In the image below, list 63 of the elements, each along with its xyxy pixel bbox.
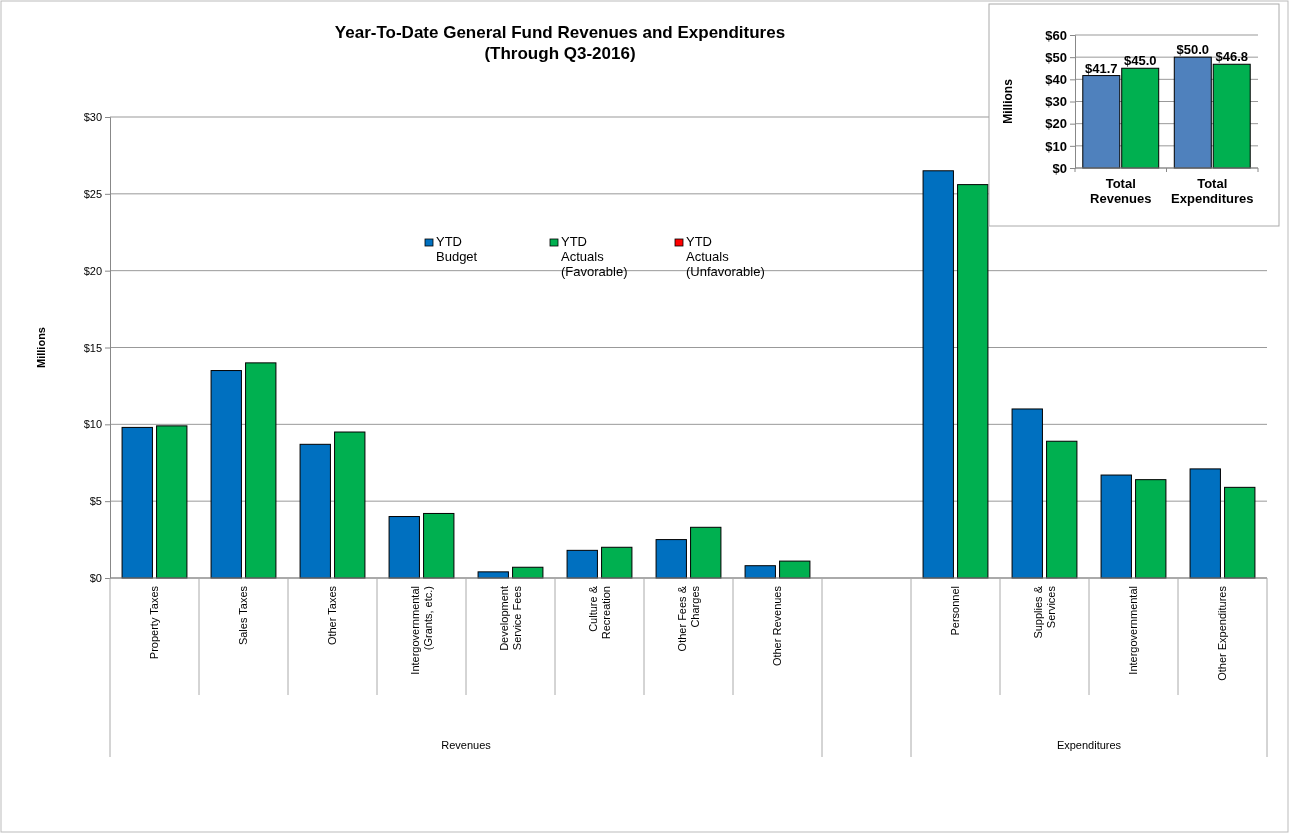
x-tick-label: Sales Taxes [237, 585, 250, 646]
bar [690, 526, 722, 579]
y-tick-label: $15 [83, 341, 102, 354]
x-tick-label: Intergovernmental [1127, 586, 1140, 675]
y-tick-label: $20 [1045, 116, 1067, 132]
bar [1135, 479, 1167, 579]
y-tick-label: $10 [83, 418, 102, 431]
chart-title: Year-To-Date General Fund Revenues and Expenditures [334, 23, 786, 42]
bar [566, 549, 598, 579]
bar [601, 546, 633, 579]
bar [655, 539, 687, 579]
legend-label: YTD Actuals (Unfavorable) [686, 234, 765, 279]
data-label: $50.0 [1176, 42, 1210, 58]
bar [156, 425, 188, 579]
y-tick-label: $40 [1045, 71, 1067, 87]
bar [299, 443, 331, 579]
x-tick-label: Supplies & Services [1032, 585, 1057, 639]
bar [922, 170, 954, 579]
data-label: $45.0 [1123, 53, 1157, 69]
bar [245, 362, 277, 579]
bar [210, 370, 242, 579]
bar [1189, 468, 1221, 579]
text: Expenditures [1056, 739, 1122, 751]
x-tick-label: Other Expenditures [1216, 585, 1229, 681]
bar [779, 560, 811, 579]
y-tick-label: $20 [83, 264, 102, 277]
x-tick-label: Property Taxes [148, 585, 161, 660]
bar [121, 426, 153, 579]
y-tick-label: $0 [1052, 160, 1067, 176]
x-tick-label: Culture & Recreation [587, 585, 612, 640]
bar [1011, 408, 1043, 579]
bar [1100, 474, 1132, 579]
y-tick-label: $30 [1045, 94, 1067, 110]
x-tick-label: Other Fees & Charges [676, 585, 701, 652]
x-tick-label: Development Service Fees [498, 585, 523, 651]
y-axis-title: Millions [1001, 78, 1015, 124]
text: Revenues [441, 739, 492, 751]
y-tick-label: $30 [83, 111, 102, 124]
y-tick-label: $50 [1045, 49, 1067, 65]
data-label: $41.7 [1085, 60, 1118, 76]
bar [388, 516, 420, 579]
chart-subtitle: (Through Q3-2016) [484, 44, 636, 63]
y-tick-label: $5 [89, 495, 102, 508]
y-tick-label: $60 [1045, 27, 1067, 43]
y-tick-label: $10 [1045, 138, 1067, 154]
legend-label: YTD Actuals (Favorable) [561, 234, 628, 279]
bar [744, 565, 776, 579]
bar [423, 512, 455, 579]
bar [1224, 486, 1256, 579]
y-axis-title: Millions [35, 327, 47, 368]
x-tick-label: Other Taxes [326, 585, 339, 646]
bar [1046, 440, 1078, 579]
x-tick-label: Intergovernmental (Grants, etc.) [409, 586, 434, 675]
y-tick-label: $25 [83, 187, 102, 200]
x-tick-label: Other Revenues [771, 585, 784, 667]
x-tick-label: Total Expenditures [1171, 176, 1254, 206]
data-label: $46.8 [1215, 49, 1248, 65]
x-tick-label: Personnel [949, 586, 962, 636]
x-tick-label: Total Revenues [1090, 176, 1152, 206]
legend-label: YTD Budget [436, 234, 478, 264]
y-tick-label: $0 [89, 572, 102, 585]
bar [334, 431, 366, 579]
bar [957, 184, 989, 579]
